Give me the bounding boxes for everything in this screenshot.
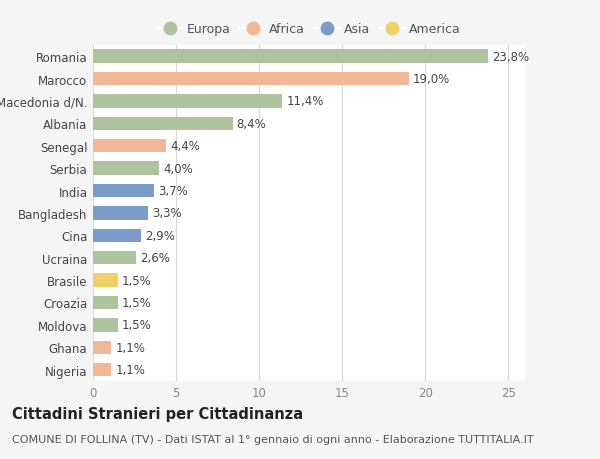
Bar (93, 185, 154, 198)
Text: 2,9%: 2,9% (145, 230, 175, 242)
Text: 1,5%: 1,5% (122, 297, 152, 309)
Text: 11,4%: 11,4% (287, 95, 324, 108)
Bar (93, 341, 111, 354)
Text: Cittadini Stranieri per Cittadinanza: Cittadini Stranieri per Cittadinanza (12, 406, 303, 421)
Bar (93, 296, 118, 309)
Bar (93, 140, 166, 153)
Bar (93, 274, 118, 287)
Text: 3,3%: 3,3% (152, 207, 182, 220)
Text: 19,0%: 19,0% (413, 73, 450, 86)
Legend: Europa, Africa, Asia, America: Europa, Africa, Asia, America (158, 23, 460, 36)
Bar (93, 319, 118, 332)
Text: COMUNE DI FOLLINA (TV) - Dati ISTAT al 1° gennaio di ogni anno - Elaborazione TU: COMUNE DI FOLLINA (TV) - Dati ISTAT al 1… (12, 434, 533, 444)
Bar (93, 118, 233, 131)
Text: 23,8%: 23,8% (493, 50, 530, 63)
Bar (93, 95, 283, 108)
Text: 4,0%: 4,0% (164, 162, 193, 175)
Text: 8,4%: 8,4% (237, 118, 266, 130)
Bar (93, 50, 488, 64)
Text: 1,1%: 1,1% (115, 341, 145, 354)
Bar (93, 363, 111, 376)
Text: 2,6%: 2,6% (140, 252, 170, 264)
Bar (93, 73, 409, 86)
Text: 3,7%: 3,7% (158, 185, 188, 197)
Text: 1,1%: 1,1% (115, 364, 145, 376)
Bar (93, 207, 148, 220)
Text: 4,4%: 4,4% (170, 140, 200, 153)
Bar (93, 229, 141, 242)
Bar (93, 162, 160, 175)
Text: 1,5%: 1,5% (122, 319, 152, 331)
Bar (93, 252, 136, 265)
Text: 1,5%: 1,5% (122, 274, 152, 287)
